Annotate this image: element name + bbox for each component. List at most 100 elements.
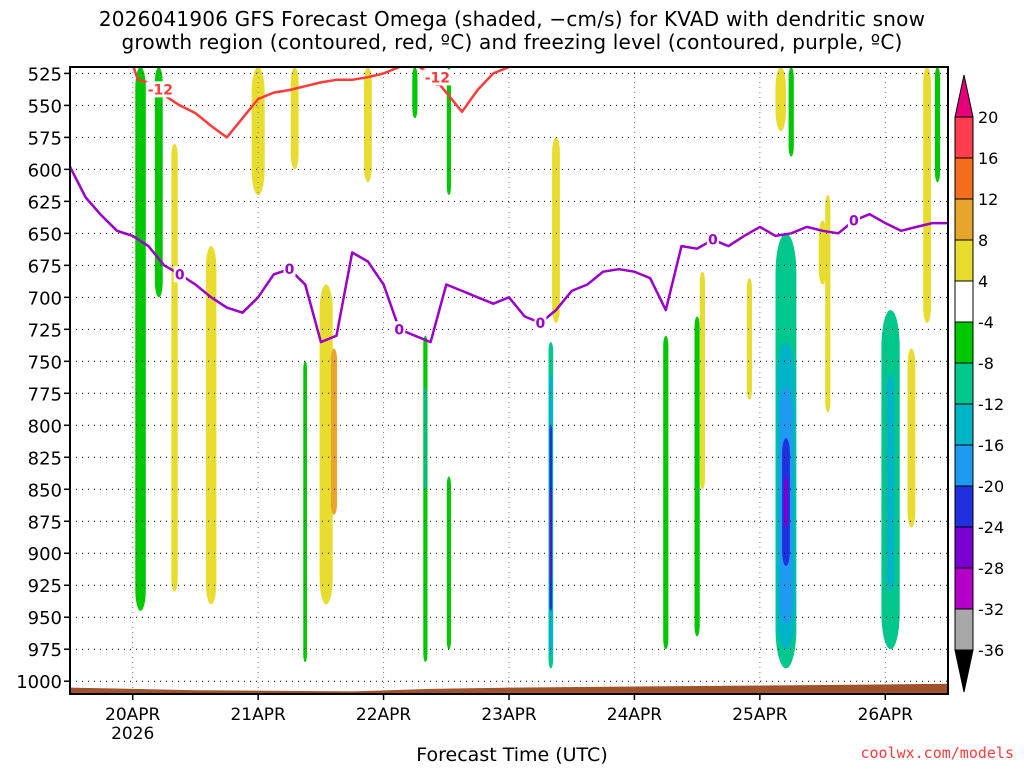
x-tick-label: 22APR	[356, 705, 412, 725]
y-tick-label: 725	[28, 320, 62, 341]
x-tick-label: 21APR	[230, 705, 286, 725]
y-tick-label: 975	[28, 640, 62, 661]
omega-cell	[663, 335, 669, 650]
omega-cell	[552, 137, 560, 323]
y-tick-label: 750	[28, 352, 62, 373]
freezing-label-bg	[847, 212, 860, 229]
colorbar-tick-label: -28	[978, 559, 1004, 578]
colorbar-tick-label: 16	[978, 149, 998, 168]
y-tick-label: 1000	[16, 672, 62, 693]
omega-cell	[825, 195, 831, 413]
colorbar-swatch	[954, 444, 974, 487]
colorbar-tick-label: -4	[978, 313, 994, 332]
freezing-level-label: 0	[535, 316, 545, 332]
omega-cell	[251, 67, 265, 195]
colorbar-swatch	[954, 403, 974, 446]
omega-cell	[446, 476, 451, 650]
y-tick-label: 625	[28, 192, 62, 213]
colorbar-swatch	[954, 567, 974, 610]
omega-cell	[412, 67, 418, 119]
chart-title: 2026041906 GFS Forecast Omega (shaded, −…	[0, 8, 1024, 54]
y-tick-label: 950	[28, 608, 62, 629]
x-axis: 20APR 21APR 22APR 23APR 24APR 25APR 26APR 2026	[105, 694, 913, 744]
colorbar-tick-label: -32	[978, 600, 1004, 619]
omega-cell	[364, 67, 372, 183]
y-tick-label: 675	[28, 256, 62, 277]
colorbar-swatch	[954, 608, 974, 651]
y-tick-label: 800	[28, 416, 62, 437]
colorbar-swatch	[954, 198, 974, 241]
omega-cell	[746, 278, 752, 400]
omega-cell	[993, 438, 997, 662]
colorbar-tick-label: 20	[978, 108, 998, 127]
colorbar-swatch	[954, 321, 974, 364]
colorbar-tick-label: -12	[978, 395, 1004, 414]
freezing-level-label: 0	[849, 214, 859, 230]
omega-cell	[818, 220, 827, 285]
y-tick-label: 600	[28, 160, 62, 181]
omega-cell	[886, 374, 895, 592]
colorbar-swatch	[954, 239, 974, 282]
omega-cell	[923, 67, 931, 323]
y-tick-label: 875	[28, 512, 62, 533]
colorbar-swatch	[954, 157, 974, 200]
omega-cell	[135, 67, 146, 611]
omega-shading	[135, 67, 997, 669]
colorbar-tick-label: 4	[978, 272, 988, 291]
y-tick-label: 525	[28, 64, 62, 85]
freezing-label-bg	[706, 231, 719, 248]
colorbar-tick-label: -36	[978, 641, 1004, 660]
y-tick-label: 825	[28, 448, 62, 469]
freezing-level-label: 0	[285, 262, 295, 278]
colorbar-tick-label: -20	[978, 477, 1004, 496]
freezing-level-label: 0	[708, 233, 718, 249]
terrain-area	[70, 683, 948, 694]
plot-background	[70, 67, 948, 694]
colorbar-swatch	[954, 116, 974, 159]
y-tick-label: 900	[28, 544, 62, 565]
terrain-fill	[70, 683, 948, 694]
freezing-level-label: 0	[175, 267, 185, 283]
title-line-1: 2026041906 GFS Forecast Omega (shaded, −…	[98, 7, 926, 31]
omega-cell	[330, 348, 338, 515]
colorbar-tick-label: 8	[978, 231, 988, 250]
freezing-label-bg	[534, 314, 547, 331]
x-year-label: 2026	[111, 724, 154, 744]
y-tick-label: 700	[28, 288, 62, 309]
omega-cell	[154, 67, 163, 298]
omega-cell	[423, 335, 428, 662]
omega-cell	[290, 67, 299, 170]
x-tick-label: 23APR	[481, 705, 537, 725]
colorbar-top-arrow	[954, 74, 974, 118]
colorbar-swatch	[954, 280, 974, 323]
dendritic-growth-label: -12	[425, 70, 450, 86]
title-line-2: growth region (contoured, red, ºC) and f…	[121, 30, 903, 54]
x-tick-label: 24APR	[607, 705, 663, 725]
colorbar-tick-label: -8	[978, 354, 994, 373]
colorbar-tick-label: 12	[978, 190, 998, 209]
omega-cell	[934, 67, 941, 183]
dendritic-label-bg	[423, 69, 452, 86]
y-tick-label: 775	[28, 384, 62, 405]
freezing-level-label: 0	[394, 322, 404, 338]
y-tick-label: 575	[28, 128, 62, 149]
freezing-label-bg	[173, 266, 186, 283]
y-tick-label: 850	[28, 480, 62, 501]
omega-cell	[788, 67, 794, 157]
y-tick-label: 925	[28, 576, 62, 597]
omega-cell	[550, 489, 552, 579]
freezing-label-bg	[283, 261, 296, 278]
omega-cell	[783, 476, 789, 528]
y-axis: 525 550 575 600 625 650 675 700 725 750 775 800 825 8…	[16, 64, 70, 693]
freezing-level-line	[70, 166, 948, 344]
colorbar: 20 16 12 8 4 -4 -8 -12 -16 -20 -24 -28 -32 -36	[954, 74, 1004, 693]
freezing-label-bg	[393, 321, 406, 338]
colorbar-tick-label: -24	[978, 518, 1004, 537]
y-tick-label: 550	[28, 96, 62, 117]
dendritic-growth-line	[132, 67, 510, 139]
credit-text: coolwx.com/models	[860, 744, 1014, 762]
dendritic-growth-label: -12	[148, 82, 173, 98]
x-tick-label: 20APR	[105, 705, 161, 725]
omega-cell	[699, 271, 705, 490]
